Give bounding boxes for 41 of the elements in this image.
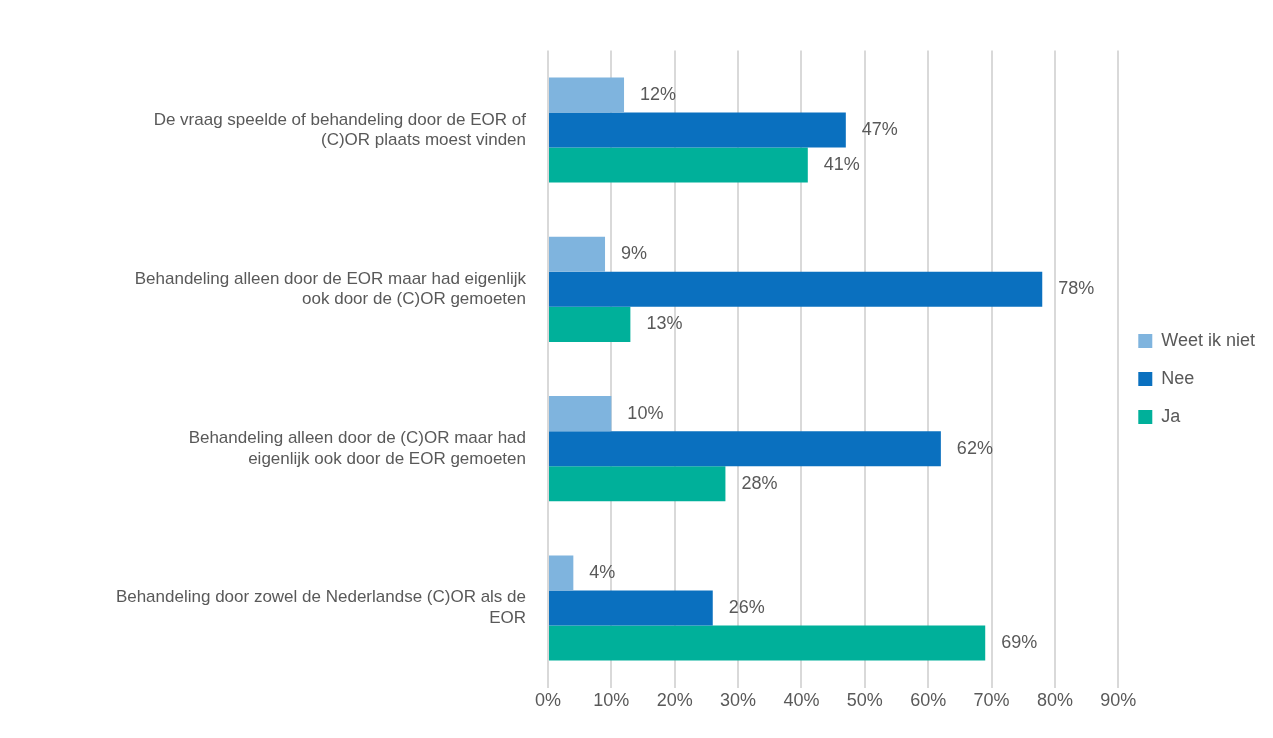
bar: [549, 271, 1043, 307]
data-label: 62%: [956, 437, 993, 458]
data-label: 9%: [621, 243, 648, 264]
bar: [549, 555, 574, 591]
bar: [549, 236, 606, 272]
x-tick-label: 80%: [1036, 690, 1073, 711]
x-tick-label: 30%: [720, 690, 757, 711]
x-tick-label: 0%: [534, 690, 562, 711]
bar: [549, 431, 941, 467]
legend-label: Weet ik niet: [1161, 329, 1256, 350]
bar: [549, 306, 631, 342]
y-tick-label: Behandeling alleen door de (C)OR maar had eigenlijk ook door de EOR gemoeten: [188, 428, 526, 468]
data-label: 26%: [728, 596, 765, 617]
x-tick-label: 90%: [1100, 690, 1137, 711]
data-label: 78%: [1058, 278, 1095, 299]
data-label: 47%: [861, 119, 898, 140]
y-tick-label: Behandeling alleen door de EOR maar had eigenlijk ook door de (C)OR gemoeten: [134, 268, 527, 309]
legend-label: Ja: [1161, 405, 1182, 426]
x-tick-label: 60%: [910, 690, 947, 711]
bar: [549, 396, 612, 432]
data-label: 28%: [741, 472, 778, 493]
bar: [549, 112, 846, 148]
x-tick-label: 20%: [656, 690, 693, 711]
data-label: 4%: [589, 561, 616, 582]
data-label: 69%: [1001, 631, 1038, 652]
x-tick-label: 10%: [593, 690, 630, 711]
data-label: 13%: [646, 313, 683, 334]
y-tick-label: Behandeling door zowel de Nederlandse (C)OR als de EOR: [115, 587, 526, 627]
bar: [549, 147, 808, 183]
bar: [549, 625, 986, 661]
bar: [549, 466, 726, 502]
y-tick-label: De vraag speelde of behandeling door de EOR of (C)OR plaats moest vinden: [153, 109, 527, 149]
x-tick-label: 50%: [846, 690, 883, 711]
bar: [549, 77, 625, 113]
x-tick-label: 40%: [783, 690, 820, 711]
data-label: 41%: [823, 154, 860, 175]
data-label: 12%: [640, 83, 677, 104]
data-label: 10%: [627, 402, 664, 423]
bar: [549, 590, 713, 626]
legend-label: Nee: [1161, 367, 1195, 388]
x-tick-label: 70%: [973, 690, 1010, 711]
